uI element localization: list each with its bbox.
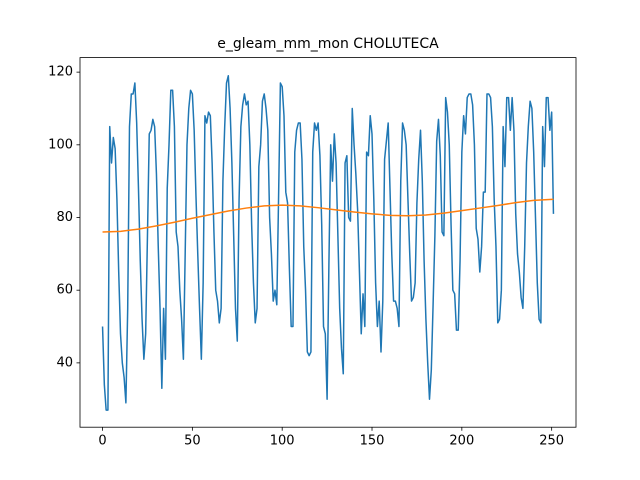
y-tick-label: 120 <box>48 65 73 80</box>
y-tick-label: 100 <box>48 137 73 152</box>
x-tick-label: 50 <box>184 434 201 449</box>
x-tick-label: 200 <box>449 434 474 449</box>
x-tick-label: 100 <box>270 434 295 449</box>
plot-frame <box>79 57 577 428</box>
series-line <box>101 75 555 411</box>
y-tick-label: 60 <box>56 283 73 298</box>
x-tick-label: 250 <box>539 434 564 449</box>
y-tick-label: 80 <box>56 210 73 225</box>
series-line <box>102 198 554 233</box>
chart-title: e_gleam_mm_mon CHOLUTECA <box>217 36 439 52</box>
x-tick-label: 150 <box>360 434 385 449</box>
y-tick-label: 40 <box>56 355 73 370</box>
x-tick-label: 0 <box>98 434 106 449</box>
